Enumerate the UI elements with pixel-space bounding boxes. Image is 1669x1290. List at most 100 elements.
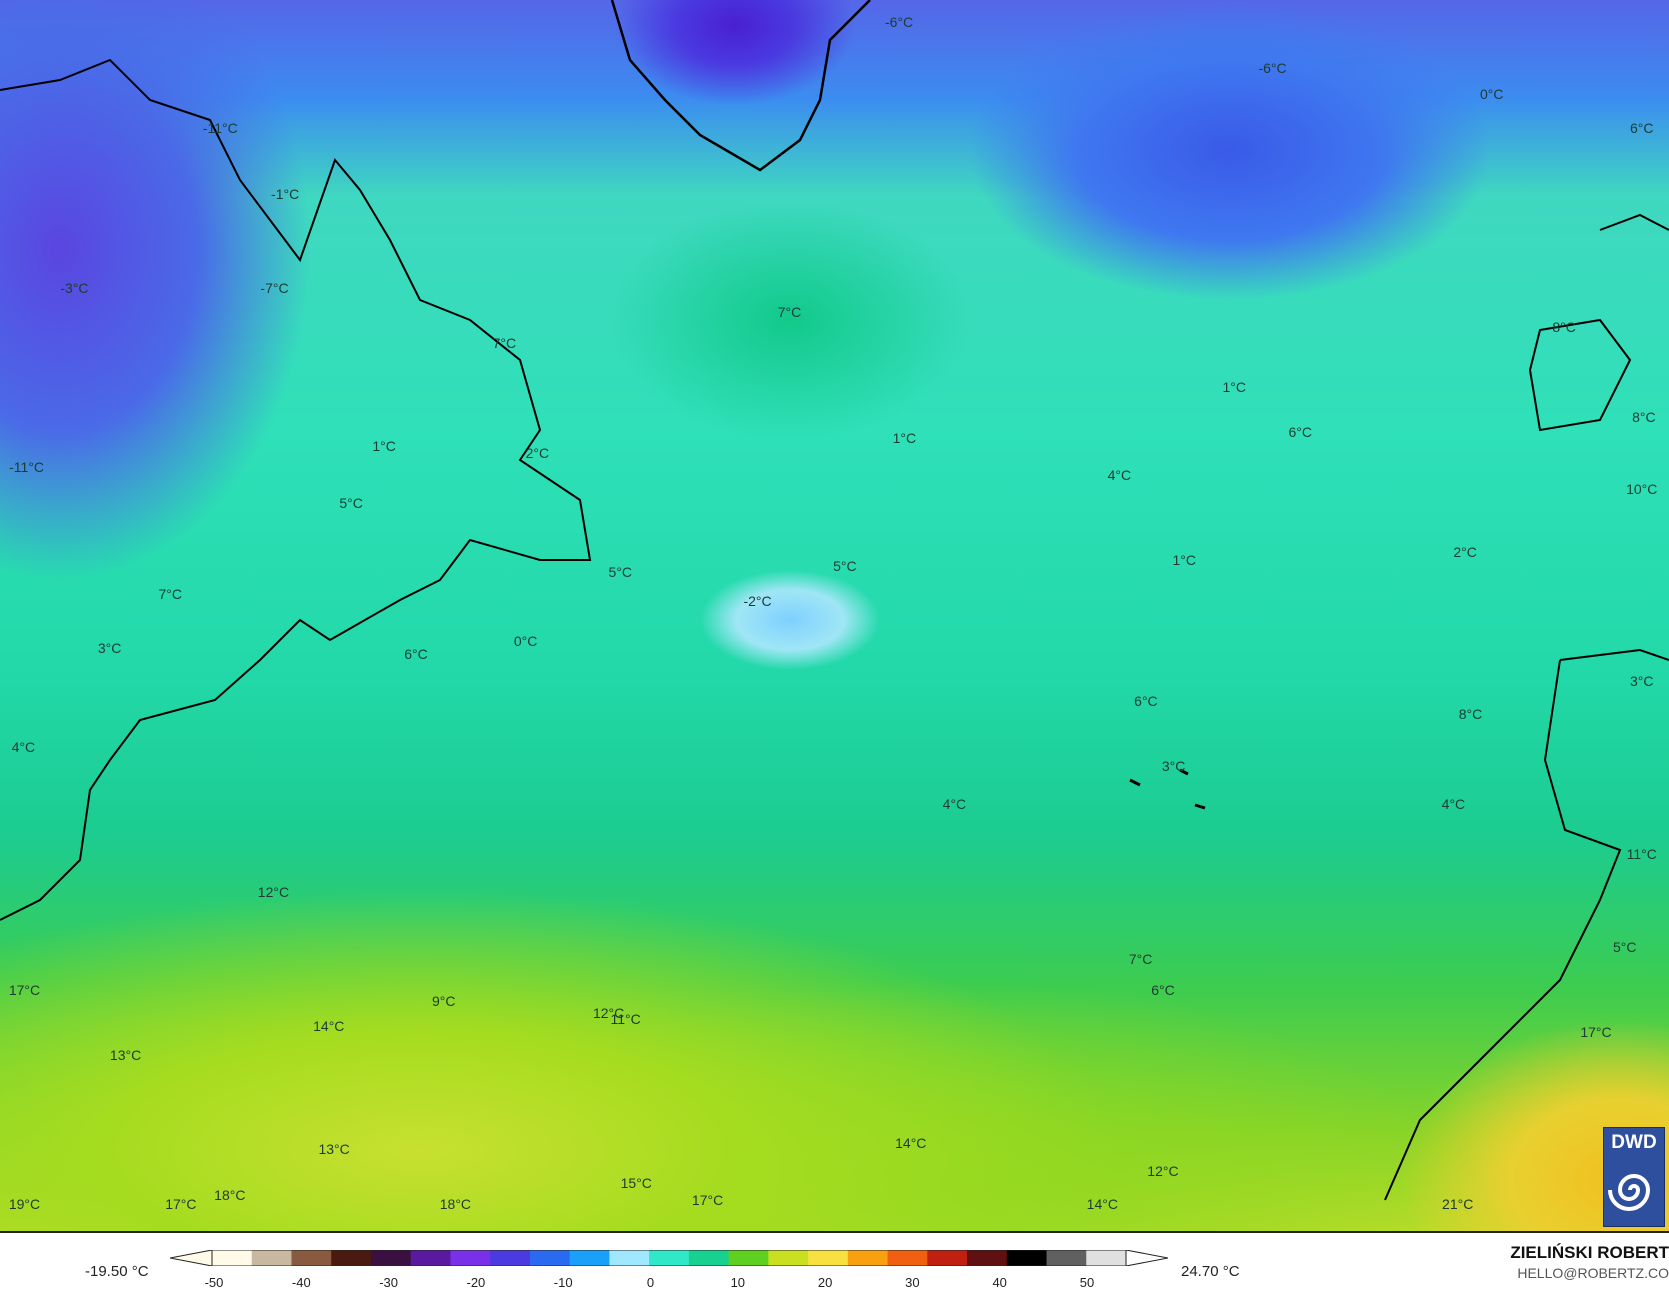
temperature-label: 1°C — [372, 437, 396, 454]
temperature-label: 5°C — [833, 558, 857, 575]
colorbar-segment — [609, 1250, 650, 1266]
temperature-label: 1°C — [1172, 551, 1196, 568]
colorbar-segment — [728, 1250, 769, 1266]
temperature-label: 21°C — [1442, 1196, 1474, 1213]
colorbar-segment — [927, 1250, 968, 1266]
coastlines — [0, 0, 1669, 1201]
temperature-label: 7°C — [777, 303, 802, 320]
colorbar-segment — [251, 1250, 292, 1266]
colorbar-segment — [768, 1250, 809, 1266]
temperature-label: -11°C — [202, 119, 238, 136]
temperature-label: 17°C — [691, 1192, 724, 1209]
temperature-label: 8°C — [1632, 409, 1656, 426]
temperature-label: 13°C — [109, 1047, 142, 1064]
colorbar — [170, 1250, 1168, 1266]
temperature-label: 4°C — [11, 738, 36, 755]
temperature-label: 18°C — [439, 1196, 472, 1213]
temperature-label: -11°C — [9, 459, 45, 476]
colorbar-tick: 40 — [992, 1275, 1007, 1290]
colorbar-border — [211, 1250, 1127, 1266]
colorbar-segment — [808, 1250, 849, 1266]
temperature-label: -1°C — [271, 185, 300, 202]
colorbar-tick: -10 — [553, 1275, 573, 1290]
colorbar-tick: 30 — [905, 1275, 920, 1290]
temperature-label: 5°C — [339, 495, 363, 512]
colorbar-tick: -30 — [379, 1275, 398, 1290]
author-email[interactable]: HELLO@ROBERTZ.CO — [1517, 1265, 1669, 1281]
colorbar-tick: 0 — [646, 1275, 655, 1290]
colorbar-max-arrow — [1125, 1250, 1168, 1266]
temperature-label: 14°C — [313, 1017, 345, 1034]
colorbar-tick: -40 — [291, 1275, 311, 1290]
temperature-label: 17°C — [165, 1196, 197, 1213]
colorbar-segment — [887, 1250, 928, 1266]
temperature-label: 10°C — [1626, 481, 1658, 498]
colorbar-segment — [291, 1250, 332, 1266]
temperature-label: 0°C — [1479, 85, 1504, 102]
azores — [1129, 768, 1206, 810]
spiral-icon — [1608, 1174, 1651, 1211]
temperature-label: 4°C — [1441, 796, 1466, 813]
colorbar-tick: 50 — [1079, 1275, 1095, 1290]
colorbar-min-arrow — [170, 1250, 213, 1266]
temperature-label: 6°C — [1134, 693, 1158, 710]
colorbar-segment — [212, 1250, 253, 1266]
temperature-label: 4°C — [1107, 466, 1132, 483]
temperature-label: 15°C — [620, 1175, 652, 1192]
temperature-label: 4°C — [942, 796, 967, 813]
min-value: -19.50 °C — [85, 1263, 149, 1280]
colorbar-segment — [1086, 1250, 1127, 1266]
north-america-coast — [0, 58, 592, 921]
temperature-label: 6°C — [404, 646, 428, 663]
temperature-label: 18°C — [214, 1186, 246, 1203]
temperature-label: 11°C — [1626, 846, 1657, 863]
temperature-label: -3°C — [60, 280, 89, 297]
temperature-label: 12°C — [257, 883, 290, 900]
colorbar-segment — [331, 1250, 372, 1266]
temperature-label: 12°C — [592, 1004, 625, 1021]
temperature-label: 19°C — [8, 1196, 41, 1213]
temperature-label: 6°C — [1630, 119, 1654, 136]
temperature-label: 11°C — [610, 1011, 641, 1028]
temperature-label: 7°C — [492, 334, 517, 351]
colorbar-segment — [688, 1250, 730, 1266]
temperature-label: 9°C — [431, 993, 456, 1010]
temperature-label: 17°C — [1580, 1024, 1612, 1041]
colorbar-segment — [529, 1250, 571, 1266]
temperature-label: 3°C — [97, 639, 122, 656]
colorbar-segment — [490, 1250, 531, 1266]
colorbar-legend: -19.50 °C -50 -40 -30 -20 -10 0 10 20 30 40 50 24.… — [0, 1231, 1669, 1290]
colorbar-tick: -50 — [204, 1275, 224, 1290]
temperature-label: -6°C — [1258, 60, 1287, 77]
temperature-label: 8°C — [1458, 705, 1483, 722]
greenland-coast — [610, 0, 871, 172]
dwd-logo: DWD — [1603, 1127, 1665, 1227]
colorbar-segment — [967, 1250, 1008, 1266]
europe-coast — [1384, 213, 1669, 1201]
temperature-label: 12°C — [1147, 1163, 1179, 1180]
temperature-label: 13°C — [318, 1141, 350, 1158]
temperature-label: 2°C — [525, 445, 550, 462]
temperature-label: 6°C — [1288, 423, 1312, 440]
colorbar-segment — [370, 1250, 412, 1266]
temperature-label: 5°C — [1612, 938, 1637, 955]
colorbar-segment — [1006, 1250, 1048, 1266]
colorbar-segment — [649, 1250, 690, 1266]
temperature-label: 8°C — [1552, 318, 1576, 335]
colorbar-segment — [569, 1250, 610, 1266]
temperature-map: -6°C -6°C 0°C 6°C -11°C -1°C -3°C -7°C 7°C 7°C 1°C… — [0, 0, 1669, 1231]
colorbar-segment — [450, 1250, 491, 1266]
temperature-label: -6°C — [884, 14, 914, 31]
colorbar-tick: 10 — [730, 1275, 746, 1290]
temperature-label: 3°C — [1630, 672, 1654, 689]
temperature-label: 6°C — [1151, 981, 1175, 998]
colorbar-tick: -20 — [466, 1275, 486, 1290]
colorbar-tick: 20 — [817, 1275, 833, 1290]
colorbar-segment — [410, 1250, 451, 1266]
temperature-label: 14°C — [1086, 1196, 1118, 1213]
temperature-label: 14°C — [895, 1134, 927, 1151]
temperature-label: -7°C — [260, 280, 289, 297]
temperature-label: 7°C — [158, 585, 182, 602]
temperature-label: 3°C — [1161, 758, 1186, 775]
temperature-label: 5°C — [608, 564, 633, 581]
